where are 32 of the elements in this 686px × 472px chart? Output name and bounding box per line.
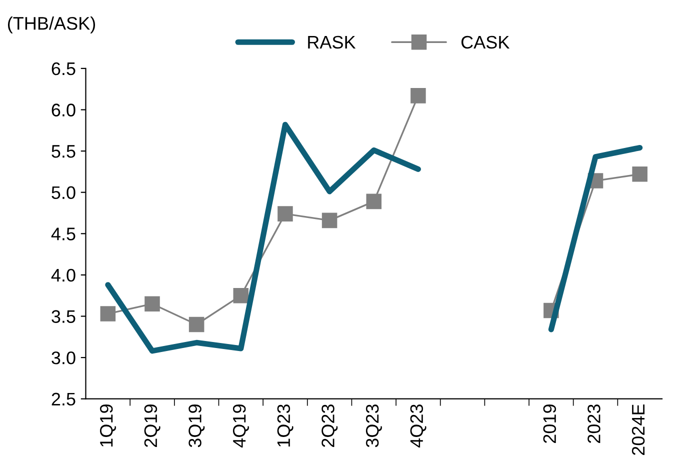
- y-axis-title: (THB/ASK): [8, 16, 96, 34]
- y-tick-label: 6.0: [52, 104, 76, 116]
- y-tick-label: 4.5: [51, 228, 76, 240]
- x-tick-label: 2023: [588, 404, 600, 443]
- y-tick-label: 4.0: [51, 268, 76, 282]
- point: [188, 316, 204, 332]
- y-tick-label: 3.5: [52, 310, 76, 323]
- point: [322, 212, 338, 228]
- legend-label: RASK: [308, 36, 356, 49]
- point: [410, 88, 426, 104]
- point: [278, 206, 293, 222]
- x-tick-label: 3Q23: [366, 404, 382, 448]
- y-tick-label: 2.5: [52, 392, 76, 406]
- x-tick-label: 2Q19: [144, 404, 160, 447]
- point: [144, 296, 160, 312]
- x-tick-label: 4Q23: [410, 404, 426, 448]
- point: [100, 306, 116, 322]
- y-tick-label: 3.0: [52, 351, 76, 364]
- x-tick-label: 2019: [543, 404, 556, 443]
- x-tick-label: 1Q19: [100, 404, 116, 446]
- x-tick-label: 1Q23: [277, 404, 294, 446]
- x-tick-label: 3Q19: [188, 404, 205, 448]
- x-tick-label: 2024E: [632, 404, 645, 455]
- point: [632, 166, 648, 182]
- y-tick-label: 5.5: [52, 145, 76, 158]
- x-tick-label: 4Q19: [232, 404, 249, 448]
- legend-label: CASK: [461, 36, 510, 49]
- x-tick-label: 2Q23: [322, 404, 338, 447]
- y-tick-label: 5.0: [52, 186, 76, 200]
- point: [233, 288, 249, 304]
- point: [366, 194, 382, 210]
- y-tick-label: 6.5: [52, 62, 76, 76]
